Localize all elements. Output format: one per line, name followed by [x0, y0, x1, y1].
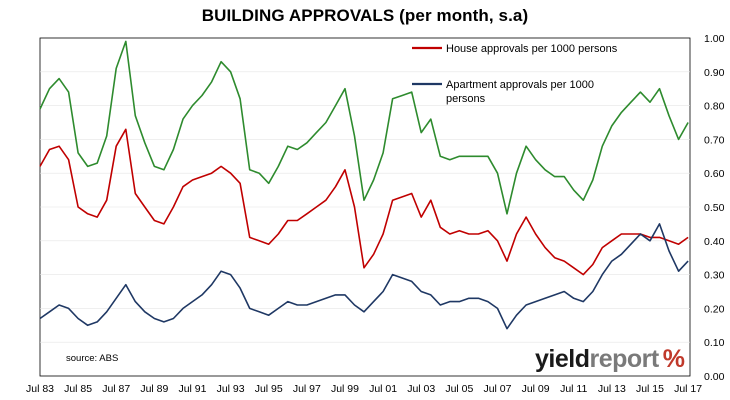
x-tick-label: Jul 99	[331, 383, 359, 395]
x-tick-label: Jul 13	[598, 383, 626, 395]
x-tick-label: Jul 87	[102, 383, 130, 395]
x-tick-label: Jul 07	[483, 383, 511, 395]
logo-report-text: report	[589, 345, 659, 373]
yieldreport-logo: yieldreport%	[535, 345, 685, 374]
legend: House approvals per 1000 persons Apartme…	[412, 43, 618, 105]
series-line-green	[39, 40, 689, 215]
x-tick-label: Jul 89	[140, 383, 168, 395]
x-tick-label: Jul 85	[64, 383, 92, 395]
y-tick-label: 0.30	[704, 270, 725, 282]
y-tick-label: 1.00	[704, 33, 725, 45]
legend-label-house: House approvals per 1000 persons	[446, 43, 618, 55]
chart-title: BUILDING APPROVALS (per month, s.a)	[201, 6, 529, 25]
x-tick-label: Jul 01	[369, 383, 397, 395]
y-tick-label: 0.60	[704, 168, 725, 180]
gridlines	[40, 71, 690, 343]
x-tick-label: Jul 97	[293, 383, 321, 395]
x-tick-label: Jul 15	[636, 383, 664, 395]
x-tick-label: Jul 03	[407, 383, 435, 395]
source-label: source: ABS	[66, 353, 118, 364]
x-tick-label: Jul 93	[217, 383, 245, 395]
y-tick-label: 0.80	[704, 101, 725, 113]
x-tick-label: Jul 83	[26, 383, 54, 395]
logo-percent-icon: %	[662, 345, 685, 373]
series-group	[39, 40, 689, 330]
y-tick-label: 0.70	[704, 134, 725, 146]
y-tick-label: 0.90	[704, 67, 725, 79]
x-tick-label: Jul 91	[178, 383, 206, 395]
legend-label-apartment-line1: Apartment approvals per 1000	[446, 79, 594, 91]
x-tick-label: Jul 17	[674, 383, 702, 395]
y-tick-label: 0.10	[704, 337, 725, 349]
logo-yield-text: yield	[535, 345, 590, 373]
x-tick-label: Jul 09	[522, 383, 550, 395]
x-tick-label: Jul 11	[560, 383, 587, 395]
x-tick-label: Jul 95	[255, 383, 283, 395]
x-tick-label: Jul 05	[445, 383, 473, 395]
series-line-apartment	[39, 223, 689, 330]
series-line-house	[39, 128, 689, 276]
y-tick-label: 0.00	[704, 371, 725, 383]
legend-label-apartment-line2: persons	[446, 93, 486, 105]
legend-label-apartment: Apartment approvals per 1000 persons	[446, 79, 597, 105]
y-tick-label: 0.20	[704, 303, 725, 315]
y-tick-labels: 0.00 0.10 0.20 0.30 0.40 0.50 0.60 0.70 0.80 0.90…	[704, 33, 725, 383]
x-tick-labels: Jul 83 Jul 85 Jul 87 Jul 89 Jul 91 Jul 93 Jul …	[26, 383, 702, 395]
y-tick-label: 0.40	[704, 236, 725, 248]
y-tick-label: 0.50	[704, 202, 725, 214]
